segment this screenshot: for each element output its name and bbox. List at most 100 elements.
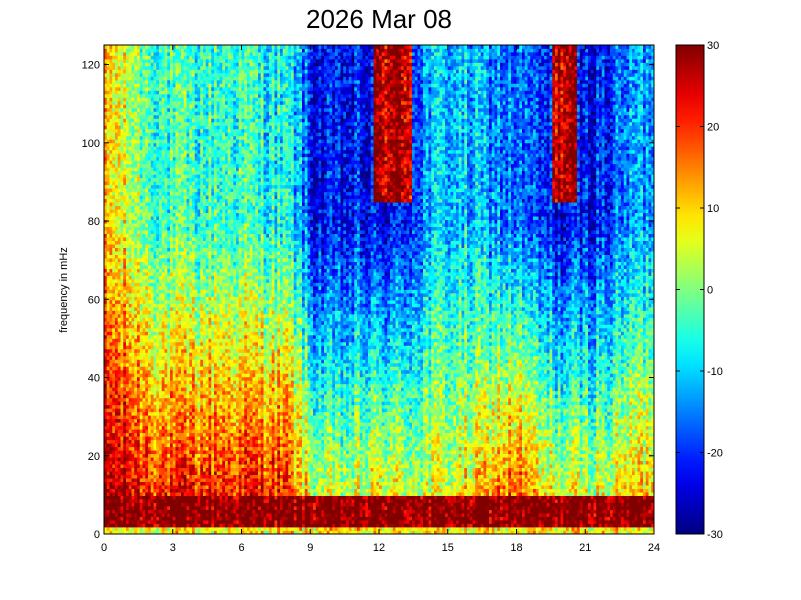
heatmap-cell [167,503,170,507]
heatmap-cell [112,328,115,332]
heatmap-cell [159,352,162,356]
heatmap-cell [195,314,198,318]
heatmap-cell [112,181,115,185]
heatmap-cell [107,153,110,157]
heatmap-cell [200,265,203,269]
heatmap-cell [143,69,146,73]
heatmap-cell [132,454,135,458]
heatmap-cell [107,258,110,262]
heatmap-cell [154,352,157,356]
heatmap-cell [198,482,201,486]
heatmap-cell [198,436,201,440]
heatmap-cell [195,352,198,356]
heatmap-cell [143,482,146,486]
heatmap-cell [137,48,140,52]
heatmap-cell [192,286,195,290]
heatmap-cell [143,269,146,273]
heatmap-cell [148,178,151,182]
heatmap-cell [112,216,115,220]
heatmap-cell [178,328,181,332]
heatmap-cell [143,303,146,307]
heatmap-cell [176,185,179,189]
heatmap-cell [115,174,118,178]
heatmap-cell [178,293,181,297]
heatmap-cell [115,293,118,297]
heatmap-cell [178,104,181,108]
heatmap-cell [159,251,162,255]
heatmap-cell [140,115,143,119]
heatmap-cell [198,83,201,87]
heatmap-cell [156,136,159,140]
heatmap-cell [189,241,192,245]
heatmap-cell [121,328,124,332]
heatmap-cell [162,132,165,136]
heatmap-cell [110,262,113,266]
heatmap-cell [162,129,165,133]
heatmap-cell [121,384,124,388]
heatmap-cell [173,59,176,63]
heatmap-cell [187,349,190,353]
heatmap-cell [143,310,146,314]
heatmap-cell [137,220,140,224]
heatmap-cell [167,251,170,255]
heatmap-cell [118,440,121,444]
heatmap-cell [143,387,146,391]
heatmap-cell [181,118,184,122]
heatmap-cell [167,234,170,238]
heatmap-cell [118,412,121,416]
heatmap-cell [165,387,168,391]
heatmap-cell [132,59,135,63]
heatmap-cell [167,436,170,440]
heatmap-cell [170,258,173,262]
heatmap-cell [159,398,162,402]
heatmap-cell [123,300,126,304]
heatmap-cell [137,45,140,49]
heatmap-cell [112,496,115,500]
heatmap-cell [134,328,137,332]
heatmap-cell [123,307,126,311]
heatmap-cell [200,520,203,524]
heatmap-cell [159,300,162,304]
heatmap-cell [151,272,154,276]
heatmap-cell [115,482,118,486]
heatmap-cell [156,328,159,332]
heatmap-cell [137,391,140,395]
heatmap-cell [184,164,187,168]
heatmap-cell [126,412,129,416]
heatmap-cell [112,94,115,98]
heatmap-cell [134,447,137,451]
heatmap-cell [192,258,195,262]
heatmap-cell [140,62,143,66]
heatmap-cell [173,356,176,360]
heatmap-cell [156,132,159,136]
heatmap-cell [173,237,176,241]
heatmap-cell [156,248,159,252]
heatmap-cell [110,188,113,192]
heatmap-cell [110,251,113,255]
heatmap-cell [178,139,181,143]
heatmap-cell [165,234,168,238]
heatmap-cell [173,157,176,161]
heatmap-cell [151,111,154,115]
heatmap-cell [165,227,168,231]
heatmap-cell [148,94,151,98]
heatmap-cell [107,415,110,419]
heatmap-cell [192,90,195,94]
heatmap-cell [140,248,143,252]
heatmap-cell [112,384,115,388]
heatmap-cell [159,125,162,129]
heatmap-cell [200,223,203,227]
heatmap-cell [110,517,113,521]
heatmap-cell [162,331,165,335]
heatmap-cell [137,345,140,349]
heatmap-cell [112,269,115,273]
heatmap-cell [107,272,110,276]
heatmap-cell [126,314,129,318]
heatmap-cell [167,262,170,266]
heatmap-cell [110,443,113,447]
heatmap-cell [126,209,129,213]
heatmap-cell [132,48,135,52]
heatmap-cell [145,132,148,136]
heatmap-cell [187,227,190,231]
heatmap-cell [184,436,187,440]
